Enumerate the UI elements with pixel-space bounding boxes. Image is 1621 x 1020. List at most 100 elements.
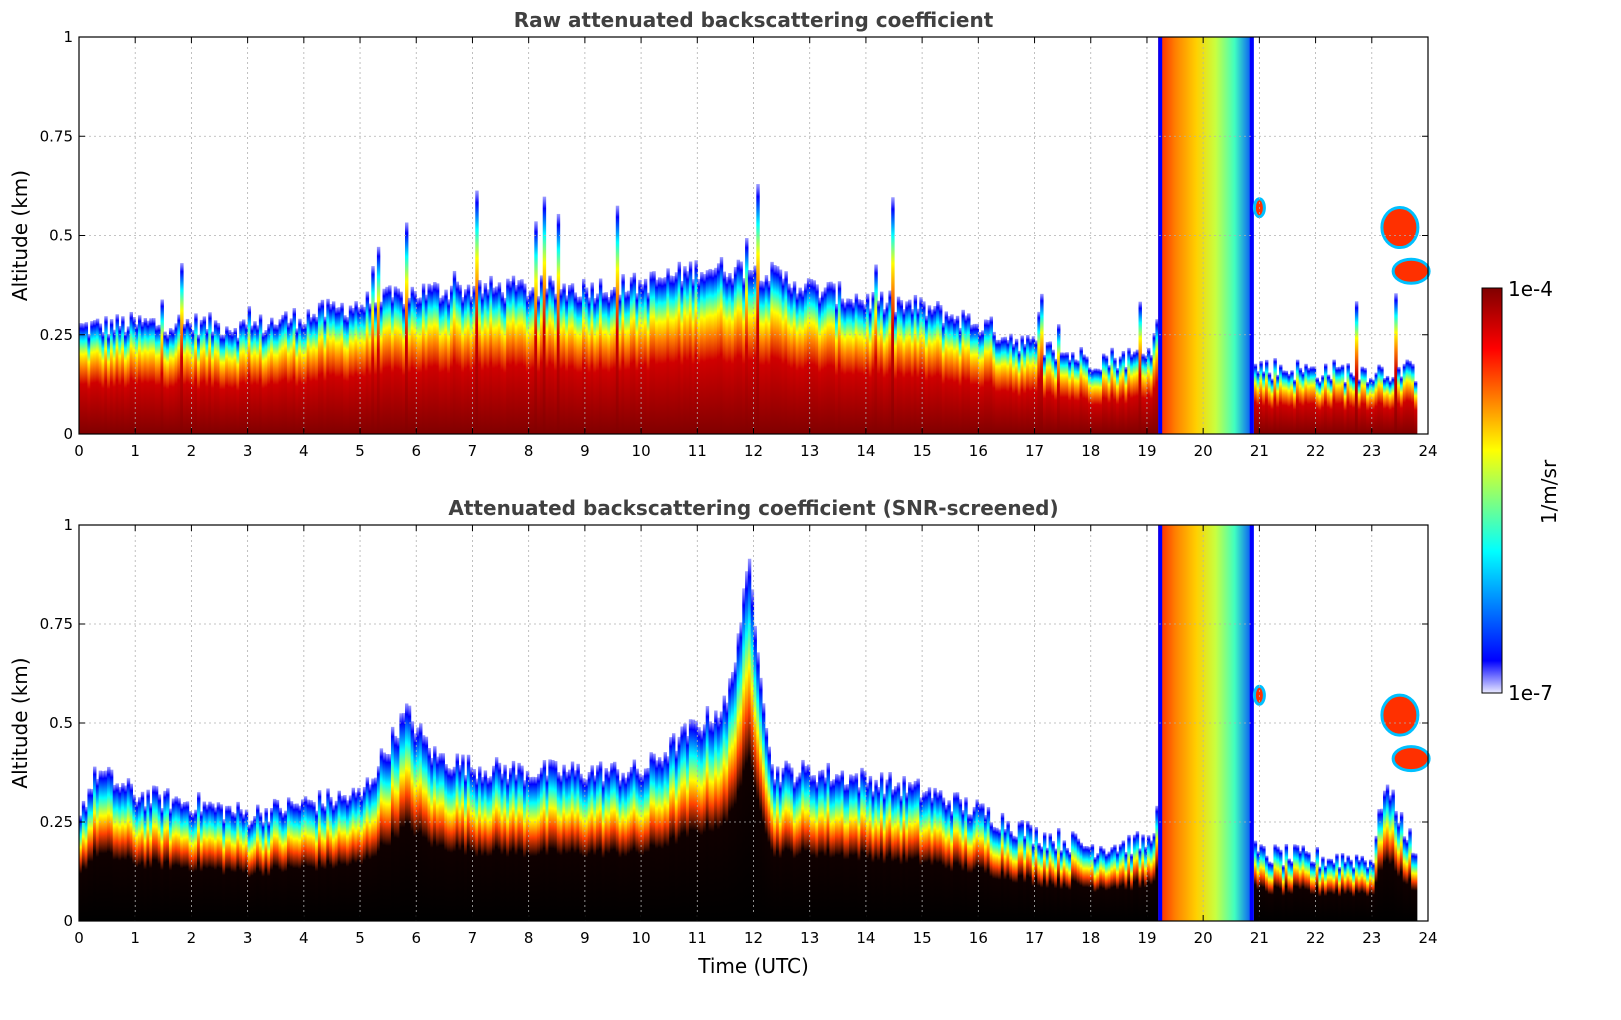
bl-column bbox=[1003, 336, 1008, 434]
bl-column bbox=[1360, 855, 1364, 921]
bl-column bbox=[343, 795, 347, 921]
bl-column bbox=[233, 327, 237, 434]
bl-column bbox=[1096, 853, 1100, 921]
bl-column bbox=[635, 293, 639, 434]
bl-column bbox=[461, 297, 465, 434]
bl-column bbox=[410, 721, 415, 921]
bl-column bbox=[138, 315, 142, 434]
x-tick-label: 20 bbox=[1194, 929, 1213, 947]
bl-column bbox=[874, 264, 878, 434]
bl-column bbox=[1073, 359, 1078, 434]
bl-column bbox=[818, 297, 822, 434]
bl-column bbox=[916, 778, 920, 921]
bl-column bbox=[879, 291, 884, 434]
bl-column bbox=[1273, 358, 1277, 434]
bl-column bbox=[1031, 843, 1036, 921]
bl-column bbox=[1026, 820, 1030, 921]
bl-column bbox=[655, 279, 659, 434]
bl-column bbox=[868, 775, 873, 921]
bl-column bbox=[433, 282, 437, 434]
bl-column bbox=[149, 318, 153, 434]
bl-column bbox=[1279, 849, 1283, 921]
bl-column bbox=[253, 321, 257, 434]
bl-column bbox=[275, 324, 280, 434]
bl-column bbox=[486, 289, 490, 434]
bl-column bbox=[1374, 372, 1379, 434]
bl-column bbox=[199, 319, 204, 434]
bl-column bbox=[368, 784, 372, 921]
bl-column bbox=[416, 298, 420, 434]
bl-column bbox=[686, 735, 690, 921]
bl-column bbox=[135, 324, 139, 434]
bl-column bbox=[362, 306, 367, 434]
bl-column bbox=[315, 316, 319, 434]
bl-column bbox=[683, 266, 687, 434]
bl-column bbox=[1009, 830, 1013, 921]
bl-column bbox=[309, 800, 313, 921]
bl-column bbox=[340, 795, 344, 921]
bl-column bbox=[941, 322, 946, 434]
bl-column bbox=[672, 276, 676, 434]
bl-column bbox=[930, 309, 934, 434]
bl-column bbox=[475, 190, 479, 434]
bl-column bbox=[938, 305, 943, 434]
bl-column bbox=[1304, 851, 1308, 921]
bl-column bbox=[1076, 360, 1081, 434]
bl-column bbox=[1090, 369, 1095, 434]
bl-column bbox=[180, 263, 184, 434]
bl-column bbox=[286, 797, 291, 921]
bl-column bbox=[360, 304, 364, 434]
bl-column bbox=[517, 762, 521, 921]
bl-column bbox=[1321, 375, 1325, 434]
bl-column bbox=[497, 282, 502, 434]
bl-column bbox=[1293, 844, 1297, 921]
bl-column bbox=[1017, 350, 1022, 434]
bl-column bbox=[930, 797, 934, 921]
bl-column bbox=[424, 294, 429, 434]
bl-column bbox=[101, 771, 105, 921]
bl-column bbox=[998, 829, 1002, 921]
bl-column bbox=[216, 322, 221, 434]
bl-column bbox=[1326, 374, 1331, 434]
bl-column bbox=[1130, 354, 1134, 434]
bl-column bbox=[767, 280, 771, 434]
bl-column bbox=[126, 778, 131, 921]
bl-column bbox=[969, 324, 974, 434]
bl-column bbox=[191, 813, 195, 921]
x-tick-label: 9 bbox=[580, 929, 590, 947]
bl-column bbox=[922, 301, 926, 434]
bl-column bbox=[143, 806, 148, 921]
bl-column bbox=[143, 318, 148, 434]
bl-column bbox=[632, 272, 637, 434]
bl-column bbox=[995, 827, 999, 921]
bl-column bbox=[702, 274, 707, 434]
chart-title: Attenuated backscattering coefficient (S… bbox=[448, 496, 1058, 520]
bl-column bbox=[688, 261, 693, 434]
bl-column bbox=[627, 290, 631, 434]
bl-column bbox=[812, 280, 816, 434]
bl-column bbox=[697, 727, 701, 921]
bl-column bbox=[500, 773, 504, 921]
bl-column bbox=[348, 305, 353, 434]
bl-column bbox=[466, 754, 471, 921]
bl-column bbox=[399, 291, 403, 434]
bl-column bbox=[334, 800, 339, 921]
bl-column bbox=[1155, 319, 1159, 434]
bl-column bbox=[548, 275, 552, 434]
bl-column bbox=[1366, 381, 1370, 434]
bl-column bbox=[256, 325, 260, 434]
bl-column bbox=[449, 769, 454, 921]
bl-column bbox=[345, 317, 350, 434]
bl-column bbox=[1357, 379, 1362, 434]
x-tick-label: 19 bbox=[1137, 442, 1156, 460]
bl-column bbox=[1085, 846, 1089, 921]
bl-column bbox=[1335, 853, 1339, 921]
bl-column bbox=[1152, 333, 1156, 434]
bl-column bbox=[1087, 846, 1092, 921]
bl-column bbox=[953, 792, 957, 921]
bl-column bbox=[1267, 861, 1272, 921]
bl-column bbox=[461, 754, 465, 921]
bl-column bbox=[989, 316, 993, 434]
bl-column bbox=[478, 280, 482, 434]
bl-column bbox=[874, 779, 878, 921]
